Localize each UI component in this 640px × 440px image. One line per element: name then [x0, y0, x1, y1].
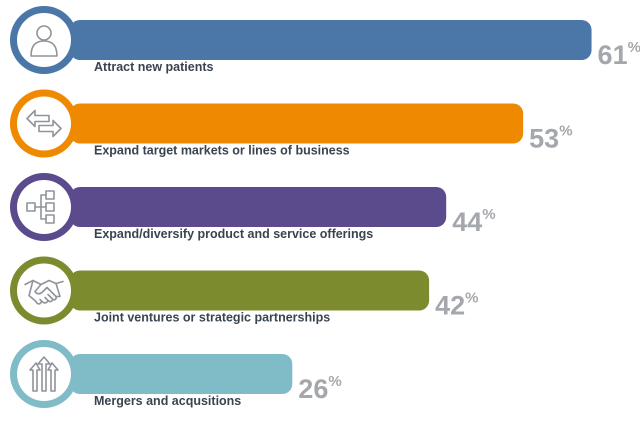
icon-badge-inner: [17, 96, 71, 151]
icon-badge-inner: [17, 347, 71, 401]
bar: [70, 20, 592, 60]
category-label: Attract new patients: [94, 60, 214, 74]
bar: [70, 270, 430, 311]
data-label: 61%: [598, 39, 640, 70]
data-label: 26%: [298, 373, 341, 404]
category-label: Expand target markets or lines of busine…: [94, 144, 350, 158]
person-icon: [30, 25, 58, 57]
bar: [70, 354, 293, 394]
data-label: 44%: [452, 206, 495, 237]
category-label: Expand/diversify product and service off…: [94, 227, 373, 241]
category-label: Joint ventures or strategic partnerships: [94, 311, 330, 325]
merge-arrows-icon: [29, 356, 59, 392]
handshake-icon: [24, 279, 64, 305]
arrows-left-right-icon: [26, 109, 62, 138]
hierarchy-icon: [26, 190, 55, 224]
category-label: Mergers and acqusitions: [94, 394, 241, 408]
bar: [70, 187, 447, 227]
data-label: 53%: [529, 123, 572, 154]
data-label: 42%: [435, 290, 478, 321]
bar: [70, 103, 524, 144]
